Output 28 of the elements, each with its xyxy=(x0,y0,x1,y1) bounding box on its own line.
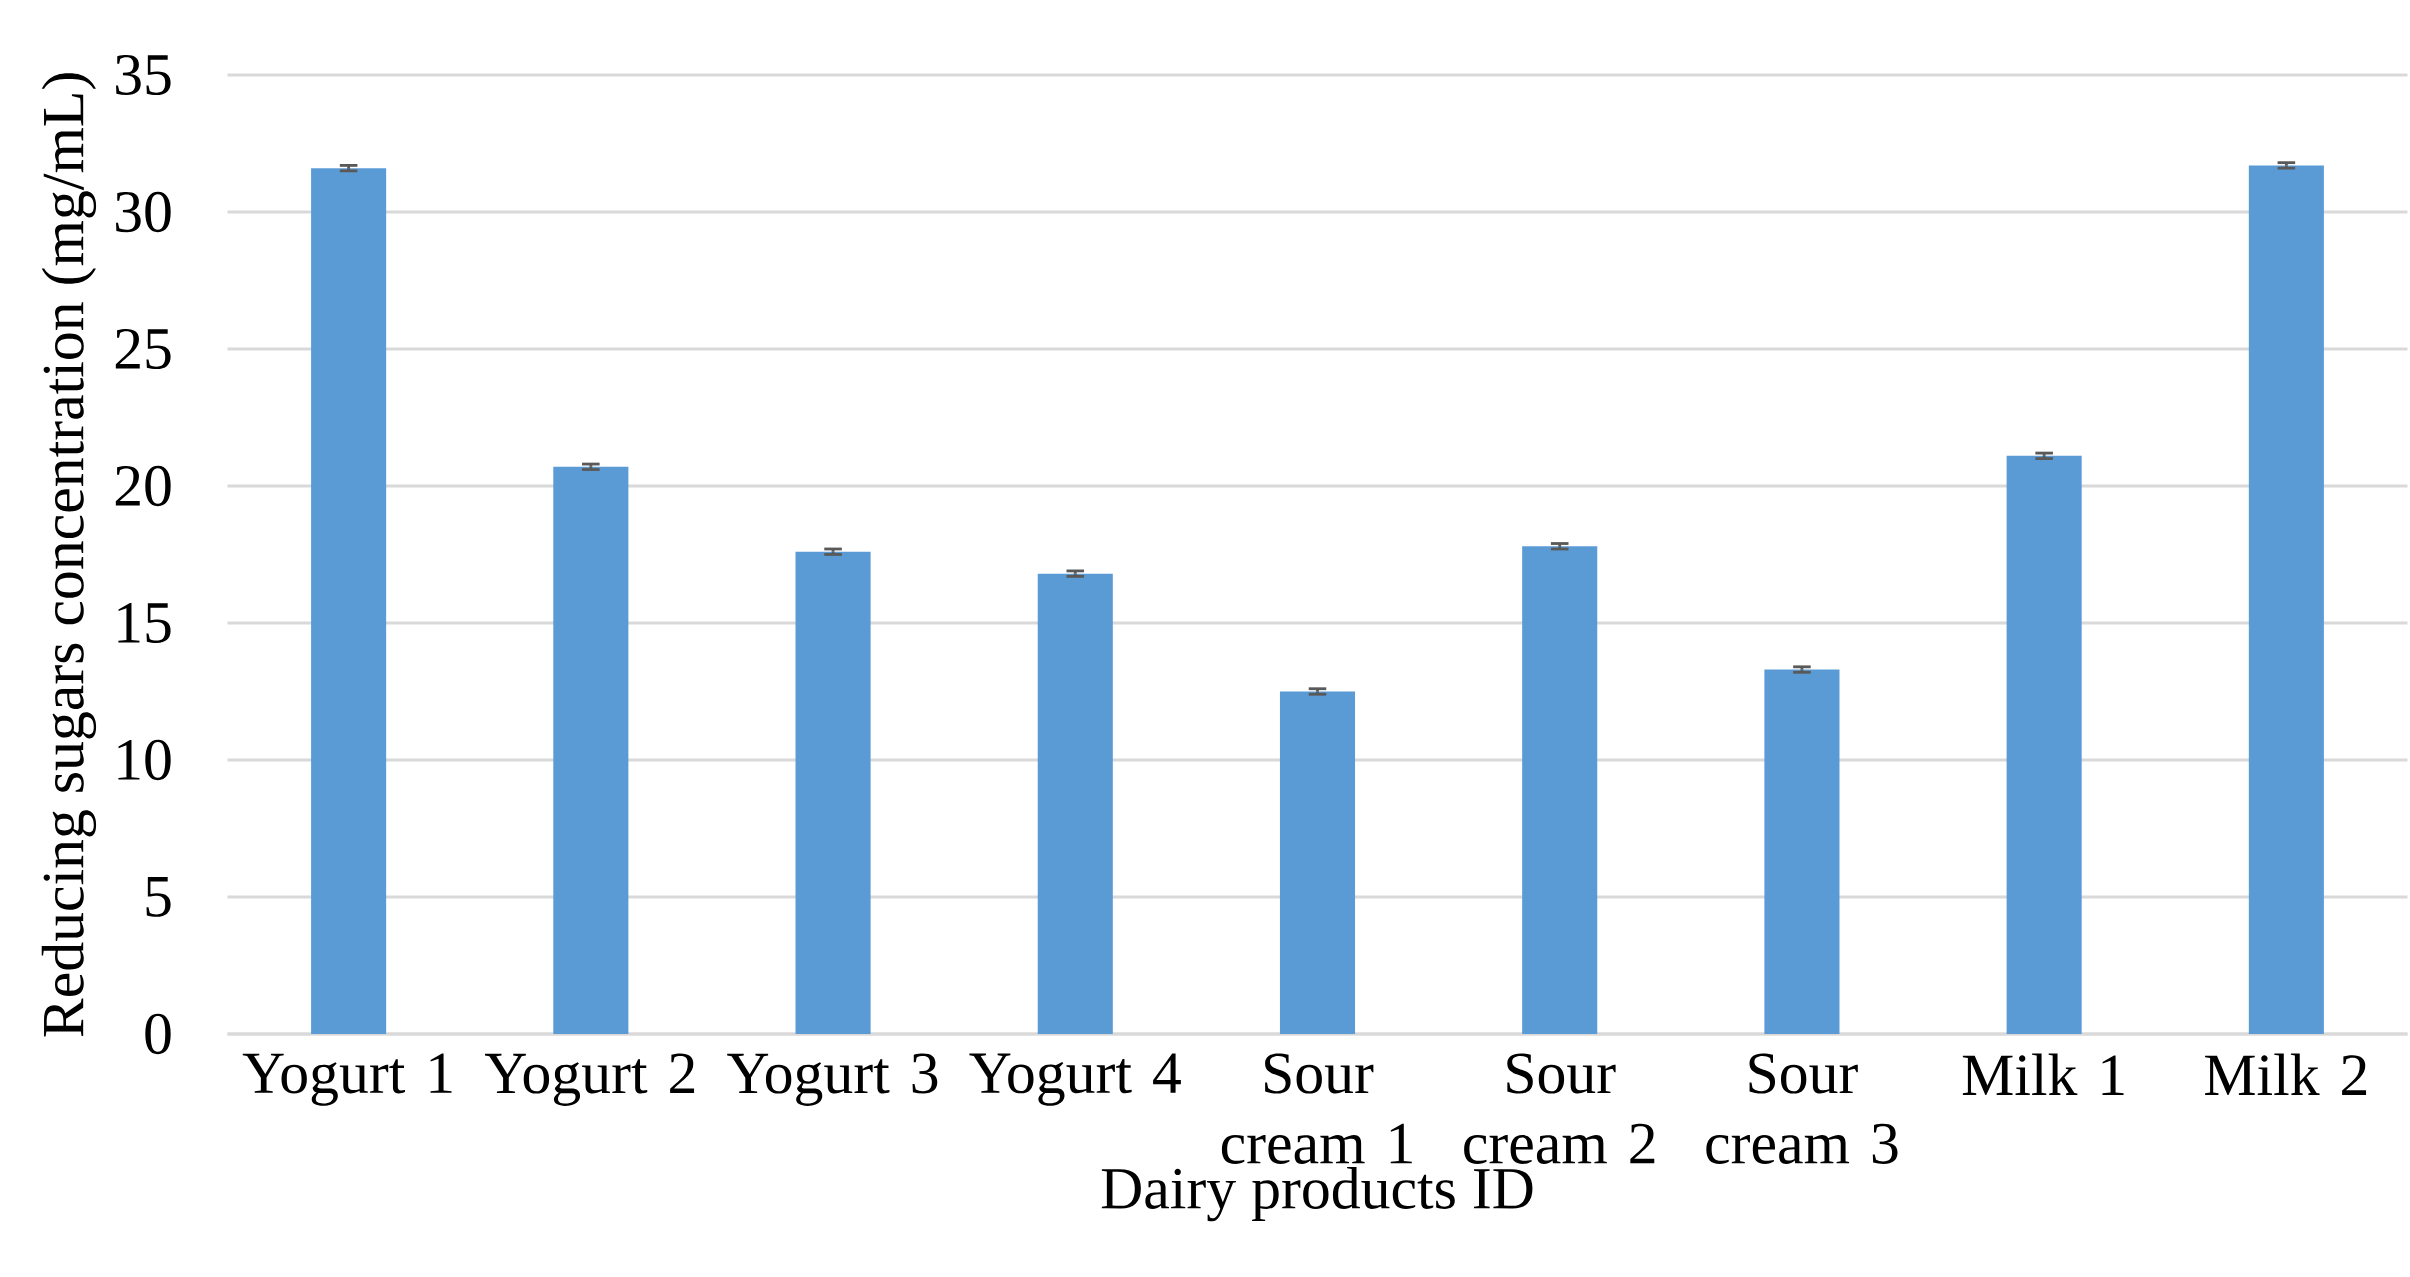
x-tick-label: Yogurt 4 xyxy=(969,1053,1181,1106)
y-tick-label: 15 xyxy=(118,602,171,644)
y-tick-label: 25 xyxy=(115,328,171,370)
bar xyxy=(1522,546,1598,1034)
x-tick-label: Yogurt 2 xyxy=(484,1053,695,1106)
y-tick-label: 0 xyxy=(145,1013,171,1055)
bar xyxy=(795,551,871,1034)
bar xyxy=(553,466,629,1034)
x-tick-label: Sour cream 1 xyxy=(1221,1053,1412,1164)
bar xyxy=(2006,455,2082,1034)
bar xyxy=(1764,669,1840,1034)
y-tick-label: 20 xyxy=(115,465,171,507)
bar xyxy=(2248,165,2324,1034)
x-tick-label: Sour cream 3 xyxy=(1706,1053,1898,1164)
y-tick-label: 30 xyxy=(116,191,171,233)
y-tick-label: 5 xyxy=(146,877,171,917)
x-tick-label: Milk 2 xyxy=(2205,1053,2367,1095)
bar xyxy=(1279,691,1356,1034)
y-axis-title: Reducing sugars concentration (mg/mL) xyxy=(41,73,97,1037)
bar xyxy=(1037,573,1113,1034)
y-tick-label: 35 xyxy=(116,54,171,96)
y-tick-label: 10 xyxy=(118,739,171,781)
x-tick-label: Yogurt 3 xyxy=(727,1053,938,1106)
x-axis-title: Dairy products ID xyxy=(1101,1166,1533,1222)
x-tick-label: Sour cream 2 xyxy=(1464,1053,1655,1164)
bar xyxy=(311,168,387,1034)
x-tick-label: Yogurt 1 xyxy=(242,1053,452,1106)
x-tick-label: Milk 1 xyxy=(1962,1053,2124,1095)
